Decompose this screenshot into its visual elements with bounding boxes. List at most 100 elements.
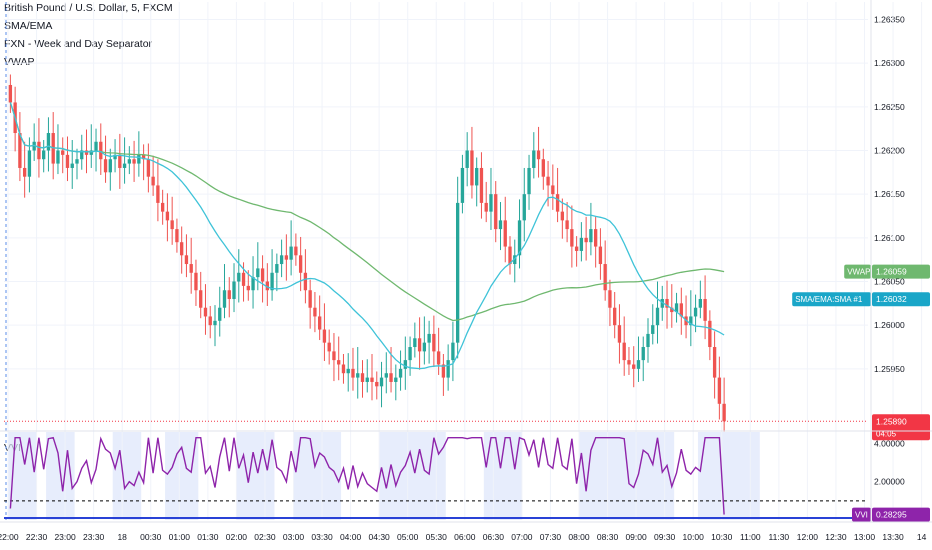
candle[interactable] (503, 220, 507, 247)
candle[interactable] (84, 150, 89, 155)
candle[interactable] (75, 159, 79, 164)
candle[interactable] (251, 277, 255, 291)
candle[interactable] (37, 141, 41, 160)
candle[interactable] (484, 202, 488, 212)
candle[interactable] (693, 307, 698, 317)
candle[interactable] (613, 307, 617, 326)
candle[interactable] (160, 202, 165, 212)
candle[interactable] (470, 150, 474, 186)
candle[interactable] (451, 342, 455, 361)
candle[interactable] (522, 194, 526, 221)
candle[interactable] (294, 246, 298, 256)
candle[interactable] (289, 246, 293, 260)
candle[interactable] (527, 167, 531, 195)
candle[interactable] (103, 159, 108, 173)
candle[interactable] (579, 237, 584, 251)
candle[interactable] (508, 246, 512, 265)
candle[interactable] (365, 377, 369, 382)
candle[interactable] (156, 185, 160, 203)
candle[interactable] (555, 194, 560, 212)
candle[interactable] (589, 229, 593, 243)
candle[interactable] (65, 154, 70, 168)
candle[interactable] (141, 154, 146, 160)
candle[interactable] (389, 373, 393, 382)
candle[interactable] (465, 150, 469, 168)
candle[interactable] (660, 298, 664, 308)
candle[interactable] (322, 329, 327, 343)
candle[interactable] (46, 133, 51, 151)
candle[interactable] (498, 220, 503, 230)
candle[interactable] (651, 325, 655, 334)
indicator-legend-week-day-separator[interactable]: FXN - Week and Day Separator (4, 38, 153, 50)
candle[interactable] (70, 163, 74, 168)
candle[interactable] (332, 351, 336, 361)
candle[interactable] (394, 377, 398, 382)
candle[interactable] (360, 373, 365, 382)
candle[interactable] (265, 281, 269, 291)
candle[interactable] (475, 167, 479, 186)
candle[interactable] (146, 159, 151, 177)
candle[interactable] (246, 285, 250, 291)
candle[interactable] (256, 268, 260, 278)
candle[interactable] (275, 264, 279, 273)
candle[interactable] (80, 150, 84, 160)
candle[interactable] (712, 347, 717, 378)
candle[interactable] (479, 167, 484, 203)
candle[interactable] (427, 333, 431, 343)
candle[interactable] (570, 229, 574, 247)
candle[interactable] (532, 150, 536, 168)
indicator-legend-vwap[interactable]: VWAP (4, 56, 35, 68)
candle[interactable] (546, 176, 550, 186)
candle[interactable] (636, 360, 641, 369)
candle[interactable] (627, 360, 631, 365)
candle[interactable] (455, 202, 460, 343)
candle[interactable] (165, 211, 170, 221)
candle[interactable] (94, 141, 98, 151)
candle[interactable] (227, 290, 231, 299)
candle[interactable] (241, 272, 246, 286)
candle[interactable] (398, 368, 403, 378)
candle[interactable] (560, 211, 565, 221)
candle[interactable] (679, 303, 683, 317)
candle[interactable] (298, 255, 303, 273)
candle[interactable] (598, 246, 603, 265)
candle[interactable] (56, 150, 60, 164)
candle[interactable] (213, 320, 217, 326)
candle[interactable] (689, 316, 693, 326)
indicator-legend-sma-ema[interactable]: SMA/EMA (4, 20, 53, 32)
candle[interactable] (203, 307, 208, 317)
candle[interactable] (603, 264, 607, 291)
candle[interactable] (379, 377, 384, 387)
candle[interactable] (318, 316, 322, 330)
candle[interactable] (284, 255, 289, 260)
candle[interactable] (422, 342, 427, 352)
candle[interactable] (61, 150, 65, 155)
candle[interactable] (375, 381, 379, 387)
candle[interactable] (698, 298, 703, 308)
candle[interactable] (593, 229, 598, 247)
candle[interactable] (8, 84, 13, 103)
candle[interactable] (441, 364, 446, 378)
candle[interactable] (551, 185, 555, 195)
candle[interactable] (346, 368, 350, 374)
candle[interactable] (118, 154, 122, 168)
candle[interactable] (494, 194, 498, 230)
candle[interactable] (122, 163, 127, 168)
candle[interactable] (632, 364, 636, 369)
candle[interactable] (356, 373, 360, 378)
candle[interactable] (370, 377, 374, 382)
candle[interactable] (232, 281, 236, 299)
candle[interactable] (199, 290, 203, 308)
candle[interactable] (180, 242, 184, 256)
candle[interactable] (717, 377, 722, 404)
candle[interactable] (674, 303, 679, 313)
candle[interactable] (341, 364, 346, 374)
candle[interactable] (308, 290, 312, 308)
candle[interactable] (137, 154, 141, 164)
candle[interactable] (22, 167, 27, 177)
candle[interactable] (541, 159, 545, 177)
candle[interactable] (665, 298, 669, 308)
candle[interactable] (113, 154, 117, 160)
candle[interactable] (313, 307, 317, 317)
candle[interactable] (436, 351, 441, 365)
